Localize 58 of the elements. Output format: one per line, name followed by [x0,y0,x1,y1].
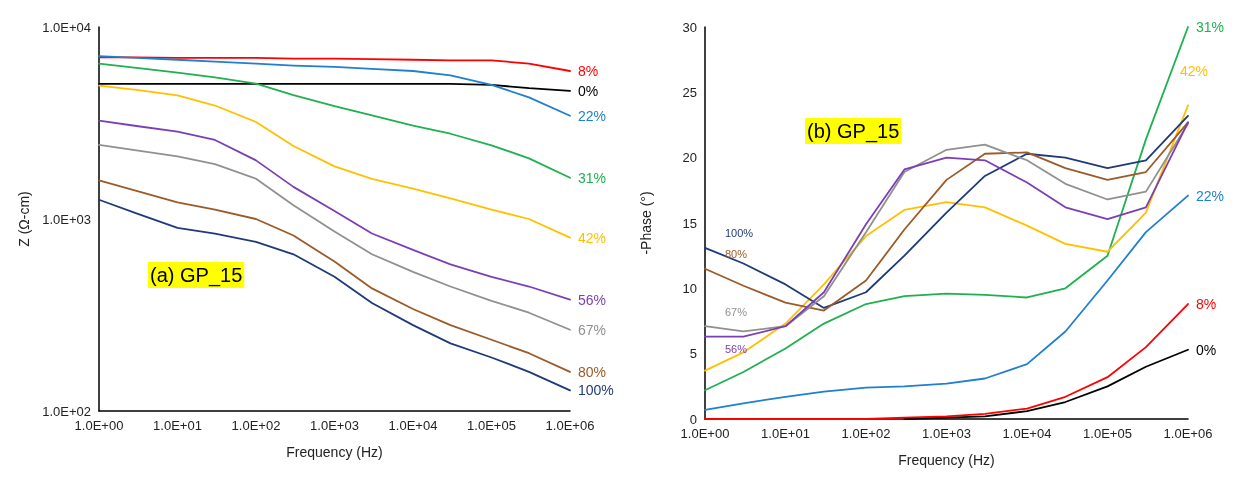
x-tick-label: 1.0E+02 [841,426,891,441]
x-axis-title: Frequency (Hz) [898,452,995,468]
series-label: 67% [725,305,748,318]
annotation: (b) GP_15 [807,120,900,143]
y-tick-label: 1.0E+02 [42,403,91,419]
x-tick-label: 1.0E+04 [1002,426,1052,441]
series-label: 31% [1196,19,1225,35]
line-series [98,119,571,301]
line-series [98,144,571,331]
y-tick-label: 0 [689,411,697,427]
x-tick-label: 1.0E+00 [680,426,730,441]
y-tick-label: 1.0E+04 [42,19,91,35]
series-label: 67% [578,321,607,338]
x-axis-title: Frequency (Hz) [286,444,383,460]
y-tick-label: 20 [682,150,697,166]
series-label: 80% [725,248,748,261]
y-axis-title: -Phase (°) [638,191,654,255]
x-tick-label: 1.0E+02 [231,418,281,433]
series-label: 56% [578,291,607,308]
series-label: 42% [1179,63,1209,80]
series-label: 100% [578,382,614,399]
series-label: 8% [578,63,599,79]
series-label: 0% [1196,341,1217,358]
series-label: 56% [725,343,748,356]
series-label: 100% [725,227,754,240]
line-series [98,179,571,373]
line-series [98,62,571,179]
x-tick-label: 1.0E+03 [310,418,359,433]
y-tick-label: 30 [682,19,697,35]
y-tick-label: 1.0E+03 [42,211,91,227]
series-label: 8% [1196,296,1217,313]
x-tick-label: 1.0E+05 [1083,426,1132,441]
series-label: 22% [578,107,607,124]
series-label: 22% [1196,187,1225,204]
x-tick-label: 1.0E+01 [153,418,202,433]
y-tick-label: 15 [682,215,697,231]
x-tick-label: 1.0E+06 [1163,426,1213,441]
series-label: 31% [578,169,607,186]
series-label: 42% [578,229,607,246]
x-tick-label: 1.0E+01 [761,426,810,441]
y-tick-label: 10 [682,280,697,296]
series-label: 80% [578,363,607,380]
series-label: 0% [578,82,599,99]
line-series [704,104,1189,372]
x-tick-label: 1.0E+04 [388,418,438,433]
x-tick-label: 1.0E+06 [545,418,595,433]
line-series [98,198,571,392]
x-tick-label: 1.0E+00 [74,418,124,433]
y-tick-label: 25 [682,84,697,100]
x-tick-label: 1.0E+03 [922,426,971,441]
y-tick-label: 5 [689,346,697,362]
y-axis-title: Z (Ω-cm) [16,191,33,247]
annotation: (a) GP_15 [150,264,243,287]
x-tick-label: 1.0E+05 [467,418,516,433]
line-series [98,56,571,72]
line-series [704,194,1189,411]
line-series [98,55,571,117]
line-series [98,84,571,239]
